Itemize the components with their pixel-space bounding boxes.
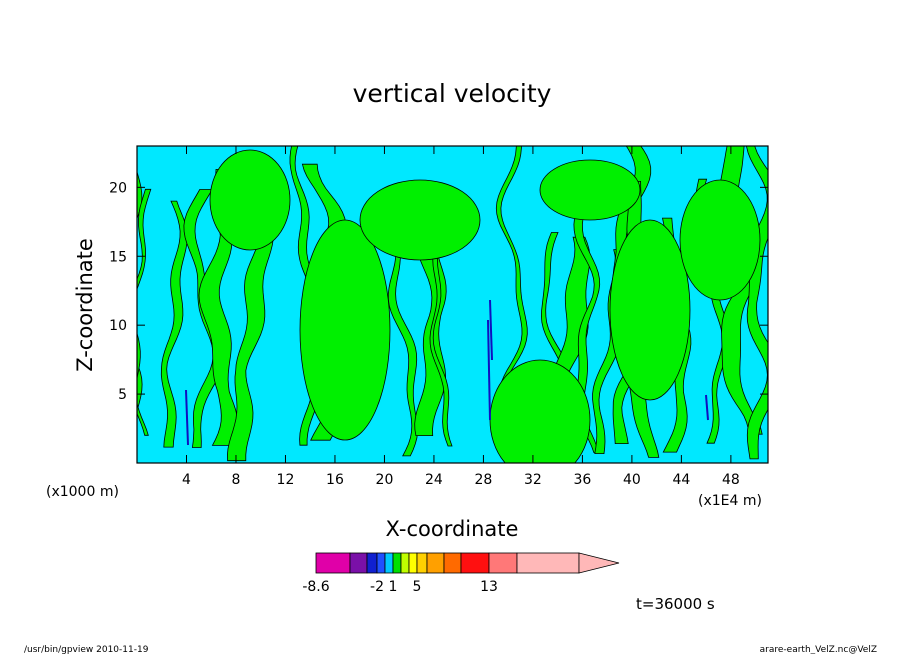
x-unit-label: (x1E4 m) — [698, 493, 762, 509]
x-tick-label: 32 — [524, 472, 542, 488]
colorbar-swatch — [408, 552, 418, 574]
contour-region — [489, 359, 591, 463]
colorbar-swatch — [349, 552, 368, 574]
contour-core — [705, 394, 709, 421]
contour-region — [160, 200, 188, 448]
colorbar — [315, 552, 620, 574]
contour-core — [487, 319, 491, 421]
colorbar-swatch — [400, 552, 410, 574]
y-tick-label: 5 — [118, 387, 127, 403]
x-tick-label: 20 — [376, 472, 394, 488]
x-tick-label: 24 — [425, 472, 443, 488]
colorbar-swatch — [416, 552, 428, 574]
colorbar-label: -2 — [370, 579, 384, 595]
x-tick-label: 44 — [672, 472, 690, 488]
contour-core — [185, 389, 189, 446]
contour-region — [359, 179, 481, 261]
time-label: t=36000 s — [636, 595, 715, 613]
contour-region — [299, 219, 391, 441]
contour-region — [137, 188, 152, 436]
x-tick-label: 16 — [326, 472, 344, 488]
colorbar-swatch — [516, 552, 580, 574]
y-tick-label: 15 — [109, 249, 127, 265]
x-tick-label: 8 — [232, 472, 241, 488]
y-tick-label: 10 — [109, 318, 127, 334]
positive-velocity-regions — [137, 146, 768, 463]
x-tick-label: 12 — [277, 472, 295, 488]
colorbar-swatch — [315, 552, 351, 574]
x-tick-label: 48 — [722, 472, 740, 488]
colorbar-swatch — [366, 552, 378, 574]
footer-left: /usr/bin/gpview 2010-11-19 — [24, 645, 149, 654]
colorbar-label: 1 — [389, 579, 398, 595]
colorbar-extend-arrow — [578, 552, 620, 574]
contour-region — [539, 159, 641, 221]
colorbar-swatch — [460, 552, 490, 574]
colorbar-swatch — [426, 552, 445, 574]
footer-right: arare-earth_VelZ.nc@VelZ — [760, 645, 877, 654]
colorbar-label: -8.6 — [302, 579, 329, 595]
colorbar-swatch — [384, 552, 394, 574]
contour-core — [489, 299, 493, 361]
contour-lines — [185, 299, 709, 446]
x-tick-label: 36 — [573, 472, 591, 488]
contour-region — [209, 149, 291, 251]
plot-area — [137, 146, 768, 463]
y-tick-label: 20 — [109, 180, 127, 196]
colorbar-swatch — [443, 552, 462, 574]
x-tick-label: 28 — [475, 472, 493, 488]
y-axis-label: Z-coordinate — [73, 238, 97, 372]
colorbar-label: 5 — [413, 579, 422, 595]
x-tick-label: 4 — [182, 472, 191, 488]
x-axis-label: X-coordinate — [386, 517, 519, 541]
contour-region — [609, 219, 691, 401]
colorbar-label: 13 — [480, 579, 498, 595]
plot-frame — [136, 145, 769, 464]
x-tick-label: 40 — [623, 472, 641, 488]
y-unit-label: (x1000 m) — [46, 484, 119, 500]
contour-region — [495, 146, 528, 449]
y-axis-ticks: 5 10 15 20 — [109, 180, 768, 403]
colorbar-swatch — [488, 552, 518, 574]
contour-region — [746, 146, 768, 460]
contour-region — [679, 179, 761, 301]
colorbar-swatch — [376, 552, 386, 574]
colorbar-labels: -8.6 -2 1 5 13 — [302, 579, 498, 595]
chart-title: vertical velocity — [353, 79, 552, 108]
colorbar-swatch — [392, 552, 402, 574]
x-axis-ticks: 4 8 12 16 20 24 28 32 36 40 44 48 — [182, 146, 740, 488]
